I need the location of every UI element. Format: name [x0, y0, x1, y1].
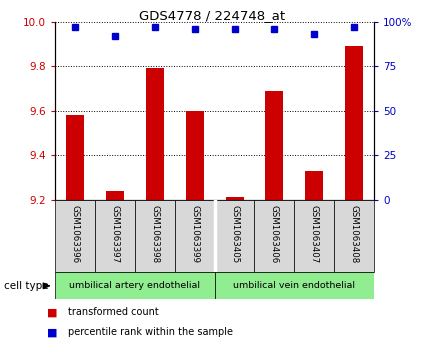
Text: GSM1063408: GSM1063408 — [350, 205, 359, 264]
Text: GSM1063406: GSM1063406 — [270, 205, 279, 264]
Bar — [175, 200, 215, 272]
Bar — [186, 111, 204, 200]
Text: percentile rank within the sample: percentile rank within the sample — [68, 327, 233, 337]
Bar — [146, 69, 164, 200]
Text: transformed count: transformed count — [68, 307, 159, 317]
Bar — [305, 171, 323, 200]
Text: GSM1063407: GSM1063407 — [310, 205, 319, 264]
Bar — [55, 272, 215, 299]
Text: GSM1063399: GSM1063399 — [190, 205, 199, 264]
Bar — [334, 200, 374, 272]
Bar — [95, 200, 135, 272]
Text: umbilical artery endothelial: umbilical artery endothelial — [69, 281, 201, 290]
Text: ■: ■ — [47, 327, 57, 337]
Bar — [66, 115, 84, 200]
Text: umbilical vein endothelial: umbilical vein endothelial — [233, 281, 355, 290]
Bar — [215, 200, 255, 272]
Text: GSM1063405: GSM1063405 — [230, 205, 239, 264]
Text: ■: ■ — [47, 307, 57, 317]
Text: GSM1063398: GSM1063398 — [150, 205, 159, 264]
Bar — [255, 200, 294, 272]
Bar — [345, 46, 363, 200]
Bar — [215, 272, 374, 299]
Text: GDS4778 / 224748_at: GDS4778 / 224748_at — [139, 9, 286, 22]
Text: GSM1063397: GSM1063397 — [110, 205, 119, 264]
Text: cell type: cell type — [4, 281, 49, 291]
Bar — [294, 200, 334, 272]
Bar — [106, 191, 124, 200]
Bar — [55, 200, 95, 272]
Bar — [266, 91, 283, 200]
Bar — [135, 200, 175, 272]
Text: GSM1063396: GSM1063396 — [71, 205, 79, 264]
Bar — [226, 197, 244, 200]
